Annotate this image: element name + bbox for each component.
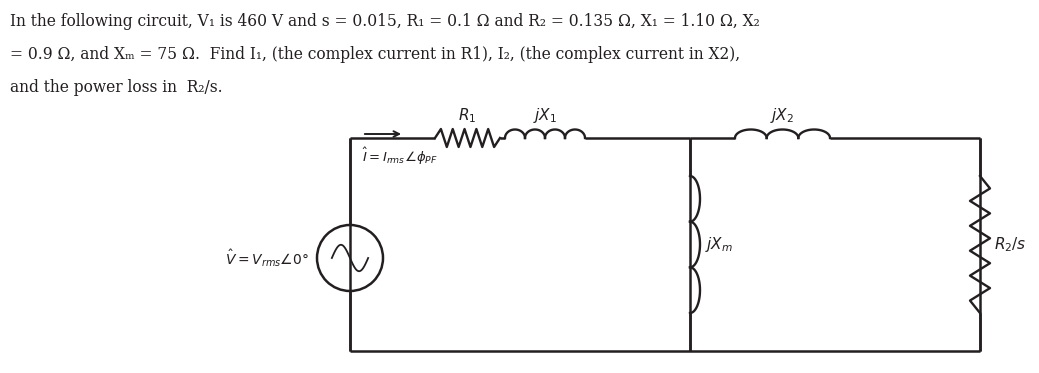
Text: $jX_2$: $jX_2$ [771, 106, 795, 125]
Text: $R_2/s$: $R_2/s$ [994, 235, 1027, 254]
Text: and the power loss in  R₂/s.: and the power loss in R₂/s. [10, 79, 222, 96]
Text: $\hat{I} = I_{rms}\angle\phi_{PF}$: $\hat{I} = I_{rms}\angle\phi_{PF}$ [362, 146, 437, 167]
Text: = 0.9 Ω, and Xₘ = 75 Ω.  Find I₁, (the complex current in R1), I₂, (the complex : = 0.9 Ω, and Xₘ = 75 Ω. Find I₁, (the co… [10, 46, 740, 63]
Text: $\hat{V} = V_{rms}\angle 0°$: $\hat{V} = V_{rms}\angle 0°$ [225, 247, 309, 269]
Text: In the following circuit, V₁ is 460 V and s = 0.015, R₁ = 0.1 Ω and R₂ = 0.135 Ω: In the following circuit, V₁ is 460 V an… [10, 13, 760, 30]
Text: $jX_m$: $jX_m$ [705, 235, 734, 254]
Text: $R_1$: $R_1$ [458, 106, 477, 125]
Text: $jX_1$: $jX_1$ [533, 106, 557, 125]
